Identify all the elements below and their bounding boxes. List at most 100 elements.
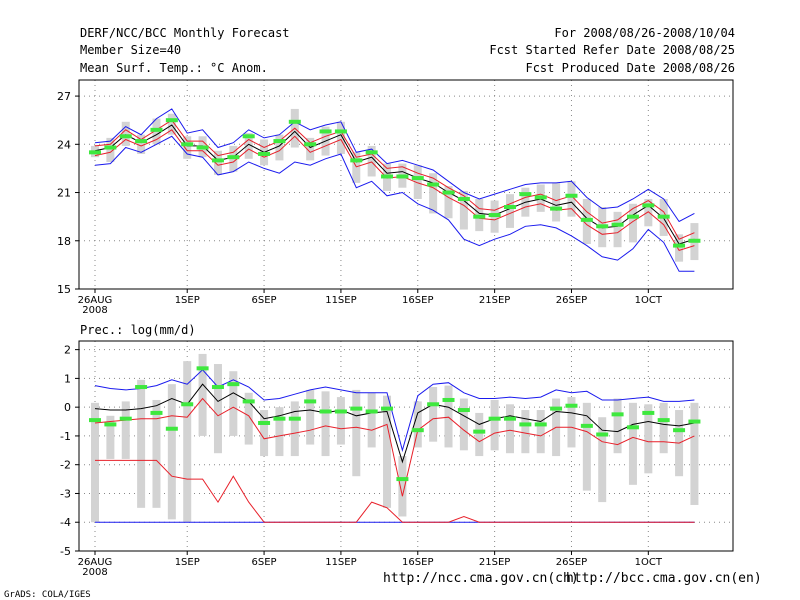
median-marker [427,402,440,407]
lower-inner-line [95,459,695,523]
median-marker [657,214,670,219]
spread-box [521,410,530,454]
y-tick-label: 2 [64,344,71,357]
median-marker [534,422,547,427]
median-marker [626,214,639,219]
spread-box [352,389,361,477]
spread-box [213,150,222,175]
median-marker [165,426,178,431]
median-marker [288,119,301,124]
spread-box [121,401,130,459]
y-tick-label: -3 [60,487,71,500]
median-marker [411,428,424,433]
y-tick-label: 24 [57,138,71,151]
median-marker [258,420,271,425]
x-tick-label: 26AUG [78,557,113,568]
spread-box [567,397,576,448]
bcc-url-link[interactable]: http://bcc.cma.gov.cn(en) [566,571,762,586]
spread-box [367,145,376,177]
spread-box [275,134,284,161]
median-marker [565,193,578,198]
y-tick-label: 18 [57,235,71,248]
variable-label: Mean Surf. Temp.: °C Anom. [80,61,268,75]
upper-inner-line [94,397,695,497]
ensemble-mean-line [94,383,695,464]
median-marker [242,134,255,139]
median-marker [381,174,394,179]
spread-box [367,392,376,448]
median-marker [473,429,486,434]
spread-box [413,401,422,448]
median-marker [304,399,317,404]
median-marker [150,410,163,415]
plot-frame [78,79,734,290]
median-marker [104,145,117,150]
ncc-url-link[interactable]: http://ncc.cma.gov.cn(ch) [383,571,579,586]
spread-box [306,137,315,161]
median-marker [688,419,701,424]
median-marker [196,145,209,150]
median-marker [381,406,394,411]
median-marker [488,416,501,421]
y-tick-label: -1 [60,430,71,443]
x-tick-label: 6SEP [252,295,277,306]
median-marker [350,406,363,411]
spread-box [444,385,453,448]
spread-box [321,391,330,457]
spread-box [552,182,561,222]
median-marker [150,127,163,132]
x-tick-label: 1SEP [175,557,200,568]
spread-box [475,412,484,457]
spread-box [644,404,653,474]
median-marker [365,409,378,414]
y-tick-label: 15 [57,283,71,296]
spread-box [582,402,591,491]
plot-frame [78,340,734,552]
median-marker [550,206,563,211]
upper-outer-line [94,108,695,223]
spread-box [244,392,253,445]
spread-box [628,203,637,243]
median-marker [89,418,101,423]
spread-box [137,134,146,154]
median-marker [211,385,224,390]
upper-outer-line [94,369,695,453]
x-tick-label: 26SEP [556,295,587,306]
y-tick-label: -5 [60,545,71,558]
median-marker [411,176,424,181]
median-marker [550,406,563,411]
spread-box [567,181,576,217]
x-tick-label: 21SEP [479,295,510,306]
spread-box [505,194,514,228]
spread-box [106,415,115,459]
median-marker [196,366,209,371]
median-marker [350,158,363,163]
median-marker [119,416,132,421]
spread-box [106,137,115,162]
spread-box [167,384,176,520]
median-marker [611,412,624,417]
median-marker [319,129,332,134]
median-marker [473,214,486,219]
y-tick-label: -4 [60,516,71,529]
median-marker [457,196,470,201]
median-marker [442,190,455,195]
median-marker [334,409,347,414]
median-marker [580,423,593,428]
y-tick-label: 0 [64,401,71,414]
spread-box [413,165,422,199]
median-marker [503,205,516,210]
precip-panel-title: Prec.: log(mm/d) [80,323,196,337]
median-marker [165,118,178,123]
median-marker [273,139,286,144]
x-tick-label: 21SEP [479,557,510,568]
spread-box [675,234,684,262]
median-marker [657,418,670,423]
median-marker [642,203,655,208]
median-marker [211,158,224,163]
spread-box [383,395,392,508]
spread-box [398,456,407,517]
spread-box [198,353,207,436]
